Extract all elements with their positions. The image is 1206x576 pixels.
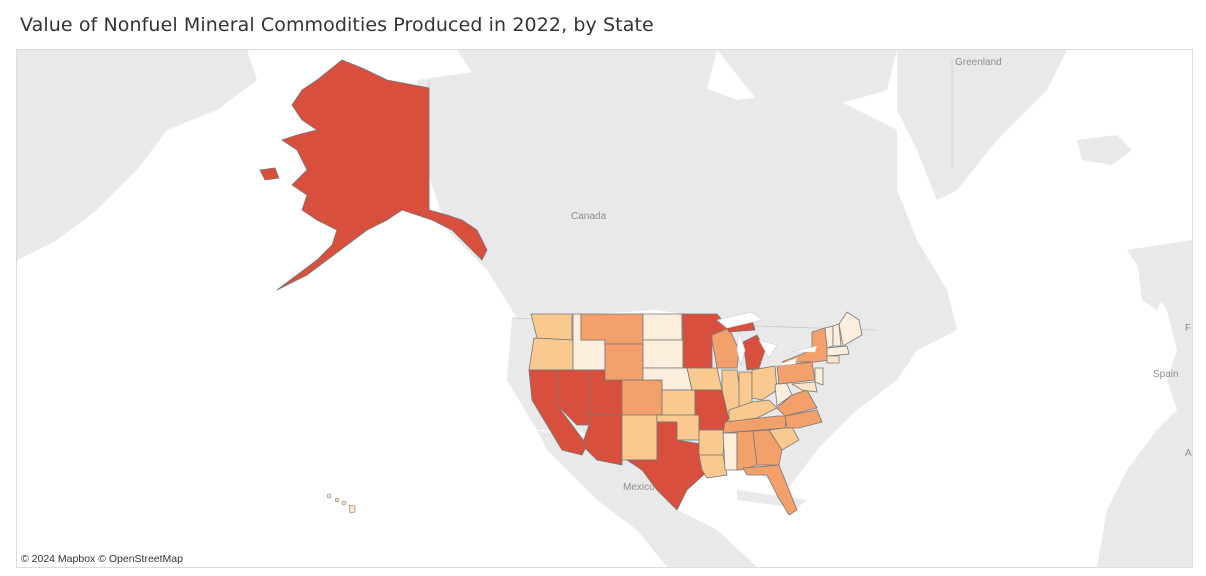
state-virginia[interactable] — [776, 389, 818, 417]
state-mississippi[interactable] — [722, 432, 738, 471]
state-north-dakota[interactable] — [642, 313, 683, 341]
state-connecticut[interactable] — [826, 355, 840, 364]
state-iowa[interactable] — [686, 367, 723, 391]
state-ohio[interactable] — [751, 365, 778, 401]
state-oregon[interactable] — [528, 337, 574, 371]
state-wyoming[interactable] — [604, 343, 644, 381]
label-spain: Spain — [1153, 369, 1179, 380]
map-attribution[interactable]: © 2024 Mapbox © OpenStreetMap — [19, 552, 185, 566]
label-france-partial: F — [1185, 323, 1192, 334]
state-massachusetts[interactable] — [826, 345, 850, 357]
state-hawaii[interactable] — [326, 493, 356, 514]
label-canada: Canada — [571, 211, 607, 222]
state-south-carolina[interactable] — [768, 426, 800, 451]
chart-title: Value of Nonfuel Mineral Commodities Pro… — [20, 14, 654, 36]
contiguous-states — [528, 311, 863, 516]
state-texas[interactable] — [625, 421, 710, 511]
state-new-jersey[interactable] — [814, 367, 824, 386]
state-michigan[interactable] — [742, 334, 766, 371]
state-new-hampshire[interactable] — [832, 323, 842, 347]
label-mexico: Mexico — [623, 482, 655, 493]
state-washington[interactable] — [530, 313, 573, 341]
state-louisiana[interactable] — [698, 454, 728, 479]
state-nevada[interactable] — [556, 369, 590, 426]
state-maine[interactable] — [838, 311, 863, 347]
state-arkansas[interactable] — [698, 429, 726, 456]
label-greenland: Greenland — [955, 57, 1002, 68]
great-lakes — [716, 311, 818, 367]
state-georgia[interactable] — [752, 429, 783, 466]
state-north-carolina[interactable] — [784, 409, 823, 429]
map-svg — [17, 50, 1192, 567]
state-new-mexico[interactable] — [621, 414, 658, 461]
label-algeria-partial: A — [1185, 448, 1192, 459]
state-alaska[interactable] — [276, 59, 488, 291]
state-minnesota[interactable] — [681, 313, 730, 369]
map-canvas[interactable]: Greenland Canada Mexico Spain F A © 2024… — [16, 49, 1193, 568]
basemap-land — [17, 50, 1192, 567]
state-kansas[interactable] — [661, 389, 696, 416]
state-florida[interactable] — [742, 464, 798, 516]
state-south-dakota[interactable] — [642, 339, 684, 369]
state-montana[interactable] — [580, 313, 644, 345]
state-alaska-island — [259, 167, 280, 181]
state-maryland[interactable] — [790, 381, 818, 393]
state-colorado[interactable] — [621, 379, 663, 416]
